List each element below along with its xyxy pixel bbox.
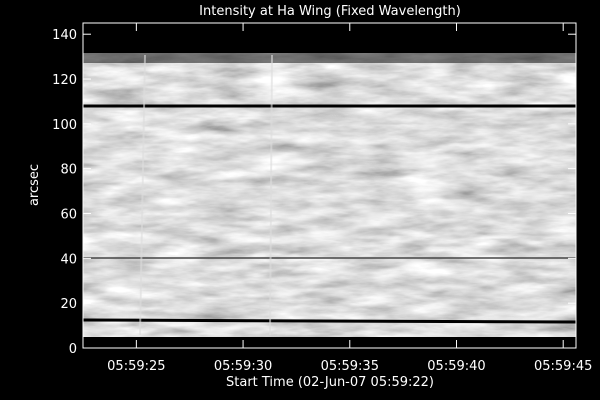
image-texture [83, 53, 576, 337]
x-axis-label: Start Time (02-Jun-07 05:59:22) [226, 375, 434, 390]
y-tick-label: 40 [60, 252, 77, 267]
y-tick-label: 100 [52, 118, 77, 133]
image-bright-column [269, 54, 273, 336]
x-tick-label: 05:59:35 [321, 359, 379, 374]
y-tick-label: 0 [69, 342, 77, 357]
x-tick-label: 05:59:40 [427, 359, 485, 374]
y-tick-label: 120 [52, 73, 77, 88]
y-tick-label: 20 [60, 297, 77, 312]
intensity-image [82, 53, 577, 337]
image-dark-row [82, 318, 577, 324]
x-tick-label: 05:59:25 [107, 359, 165, 374]
y-tick-label: 80 [60, 163, 77, 178]
image-shade [83, 53, 576, 63]
plot-frame [82, 22, 577, 349]
chart-title: Intensity at Ha Wing (Fixed Wavelength) [199, 4, 461, 19]
y-axis-label: arcsec [27, 164, 42, 206]
image-bright-column [139, 54, 146, 336]
y-tick-label: 60 [60, 208, 77, 223]
x-tick-label: 05:59:45 [534, 359, 592, 374]
x-tick-label: 05:59:30 [214, 359, 272, 374]
y-tick-label: 140 [52, 28, 77, 43]
